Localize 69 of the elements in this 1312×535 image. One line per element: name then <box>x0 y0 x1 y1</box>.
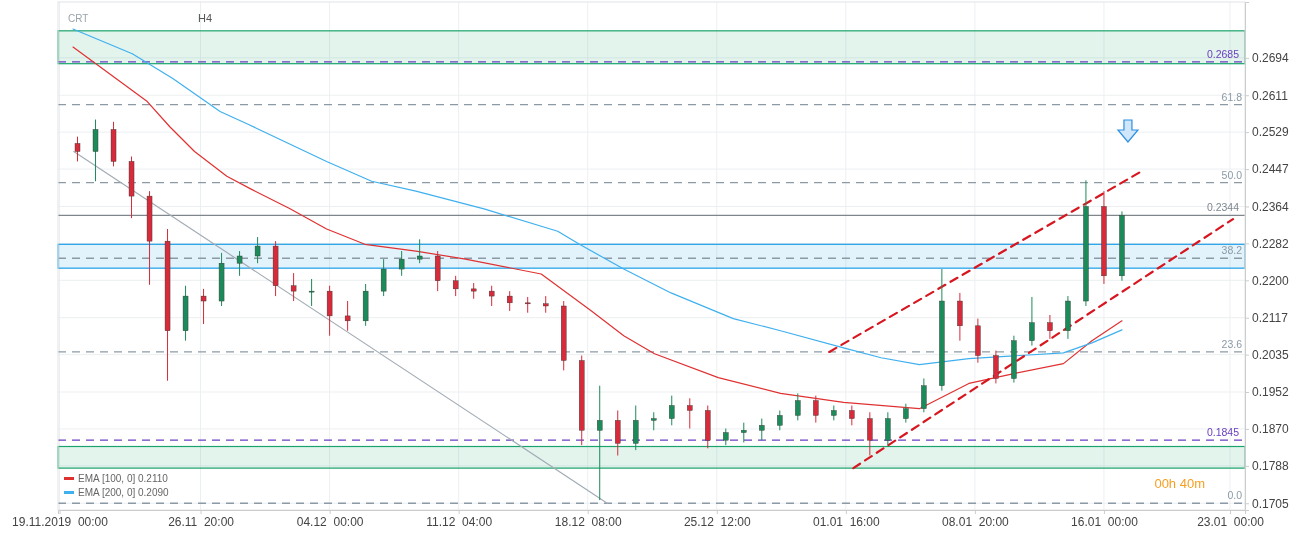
y-tick-label: 0.1870 <box>1252 422 1290 437</box>
candlestick <box>488 285 495 307</box>
legend-label: EMA [200, 0] 0.2090 <box>78 487 170 498</box>
candlestick <box>777 409 783 431</box>
y-tick-label: 0.2611 <box>1252 88 1289 103</box>
x-tick-label: 16.01 00:00 <box>1071 514 1139 529</box>
candlestick <box>795 392 801 421</box>
y-tick-label: 0.2447 <box>1252 162 1290 177</box>
candlestick <box>615 409 621 457</box>
x-tick-label: 08.01 20:00 <box>942 514 1010 529</box>
candlestick <box>651 411 657 431</box>
candlestick <box>344 300 351 332</box>
ref-line-label: 0.2344 <box>1206 201 1240 214</box>
candlestick <box>633 405 639 451</box>
x-tick-label: 04.12 00:00 <box>296 514 364 529</box>
y-tick-label: 0.2529 <box>1252 125 1290 140</box>
x-tick-label: 01.01 16:00 <box>812 514 881 529</box>
candlestick <box>92 119 99 182</box>
candlestick <box>506 290 513 312</box>
annotation: 38.2 <box>1221 244 1243 257</box>
candlestick <box>687 397 693 429</box>
annotation: 00h 40m <box>1154 476 1205 491</box>
y-tick-label: 0.2282 <box>1252 236 1290 251</box>
ref-line-label: 0.2685 <box>1206 47 1240 60</box>
candlestick <box>1047 314 1053 340</box>
y-tick-label: 0.2364 <box>1252 199 1290 214</box>
annotation: 50.0 <box>1221 168 1243 181</box>
candlestick <box>452 275 459 297</box>
x-tick-label: 11.12 04:00 <box>426 514 493 529</box>
legend-label: EMA [100, 0] 0.2110 <box>78 473 169 484</box>
annotation: 61.8 <box>1221 90 1243 103</box>
x-tick-label: 25.12 12:00 <box>683 514 751 529</box>
annotation: 0.0 <box>1227 489 1243 502</box>
candlestick <box>236 250 243 277</box>
y-tick-label: 0.1788 <box>1252 459 1290 474</box>
x-tick-label: 19.11.2019 00:00 <box>12 514 109 529</box>
annotation: H4 <box>198 12 213 24</box>
candlestick <box>759 418 765 441</box>
y-tick-label: 0.2035 <box>1252 347 1290 362</box>
candlestick <box>993 350 999 384</box>
line-series <box>72 28 1123 366</box>
candlestick <box>921 378 927 413</box>
y-tick-label: 0.2200 <box>1252 273 1290 288</box>
candlestick <box>1029 296 1035 347</box>
candlestick <box>398 250 405 277</box>
candlestick <box>669 395 675 426</box>
ref-line-label: 0.1845 <box>1206 426 1240 439</box>
annotation: CRT <box>68 13 89 24</box>
candlestick <box>416 238 423 264</box>
candlestick <box>380 258 387 297</box>
candlestick <box>885 411 891 446</box>
candlestick <box>903 403 909 424</box>
candlestick <box>200 288 207 325</box>
candlestick <box>741 422 747 443</box>
annotation: 23.6 <box>1221 337 1243 350</box>
candlestick <box>308 278 315 307</box>
x-tick-label: 23.01 00:00 <box>1197 514 1265 529</box>
x-tick-label: 18.12 08:00 <box>554 514 622 529</box>
candlestick <box>597 385 603 501</box>
y-tick-label: 0.2694 <box>1252 51 1290 66</box>
candlestick <box>867 411 873 457</box>
y-tick-label: 0.1952 <box>1252 385 1290 400</box>
y-tick-label: 0.1705 <box>1252 496 1290 511</box>
candlestick <box>254 236 261 264</box>
candlestick <box>74 136 81 162</box>
candlestick <box>290 272 297 302</box>
candlestick <box>849 405 855 426</box>
x-tick-label: 26.11 20:00 <box>168 514 235 529</box>
y-tick-label: 0.2117 <box>1252 311 1289 326</box>
